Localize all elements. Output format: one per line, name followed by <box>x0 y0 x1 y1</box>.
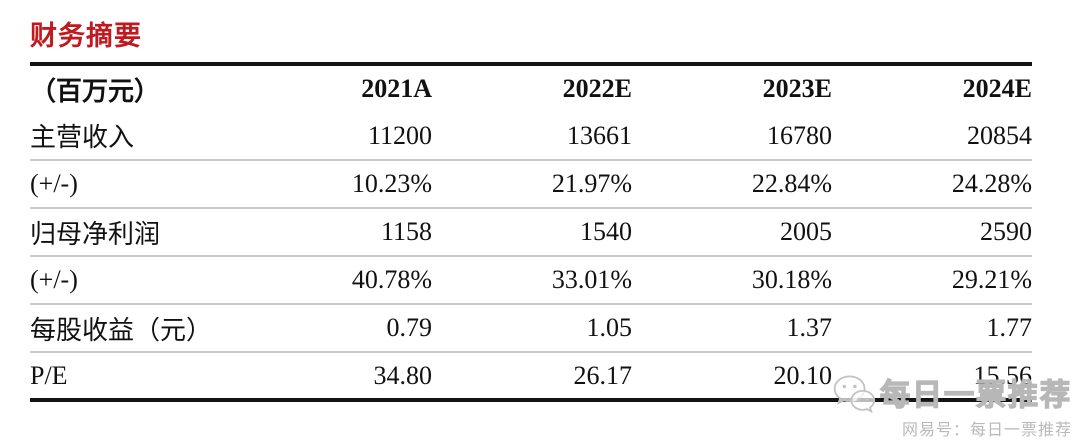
column-header-2022e: 2022E <box>562 74 632 103</box>
row-label: 归母净利润 <box>30 219 161 249</box>
table-header-row: （百万元） 2021A 2022E 2023E 2024E <box>30 64 1032 112</box>
cell-value: 1158 <box>380 217 432 246</box>
cell-value: 20.10 <box>773 360 833 390</box>
cell-value: 40.78% <box>351 265 432 294</box>
table-row-revenue: 主营收入 11200 13661 16780 20854 <box>30 112 1032 160</box>
cell-value: 16780 <box>767 120 832 150</box>
cell-value: 1540 <box>580 217 632 246</box>
cell-value: 26.17 <box>573 360 633 390</box>
cell-value: 10.23% <box>351 169 432 198</box>
cell-value: 22.84% <box>751 169 832 198</box>
table-row-net-profit: 归母净利润 1158 1540 2005 2590 <box>30 208 1032 256</box>
cell-value: 15.56 <box>973 360 1033 390</box>
row-label: (+/-) <box>30 265 78 294</box>
column-header-2024e: 2024E <box>962 74 1032 103</box>
cell-value: 1.37 <box>786 313 833 342</box>
cell-value: 20854 <box>967 120 1032 150</box>
cell-value: 2590 <box>980 217 1032 246</box>
row-label: (+/-) <box>30 169 78 198</box>
table-row-revenue-growth: (+/-) 10.23% 21.97% 22.84% 24.28% <box>30 160 1032 208</box>
row-label: 主营收入 <box>30 123 135 152</box>
cell-value: 33.01% <box>551 265 632 294</box>
table-row-eps: 每股收益（元） 0.79 1.05 1.37 1.77 <box>30 304 1032 352</box>
cell-value: 24.28% <box>951 169 1032 198</box>
watermark-source-text: 网易号：每日一票推荐 <box>901 421 1072 439</box>
cell-value: 2005 <box>780 217 832 246</box>
cell-value: 11200 <box>367 120 432 150</box>
unit-header-cell: （百万元） <box>30 76 161 106</box>
cell-value: 21.97% <box>551 169 632 198</box>
column-header-2023e: 2023E <box>762 74 832 103</box>
financial-summary-table: （百万元） 2021A 2022E 2023E 2024E 主营收入 11200… <box>30 62 1032 402</box>
cell-value: 0.79 <box>386 313 433 342</box>
cell-value: 29.21% <box>951 265 1032 294</box>
cell-value: 1.77 <box>986 313 1033 342</box>
table-row-profit-growth: (+/-) 40.78% 33.01% 30.18% 29.21% <box>30 256 1032 304</box>
cell-value: 1.05 <box>586 313 633 342</box>
row-label: 每股收益（元） <box>30 315 213 345</box>
row-label: P/E <box>30 360 68 390</box>
page-title: 财务摘要 <box>30 21 142 51</box>
cell-value: 30.18% <box>751 265 832 294</box>
cell-value: 13661 <box>567 120 632 150</box>
cell-value: 34.80 <box>373 360 433 390</box>
table-row-pe: P/E 34.80 26.17 20.10 15.56 <box>30 352 1032 400</box>
column-header-2021a: 2021A <box>361 74 432 103</box>
